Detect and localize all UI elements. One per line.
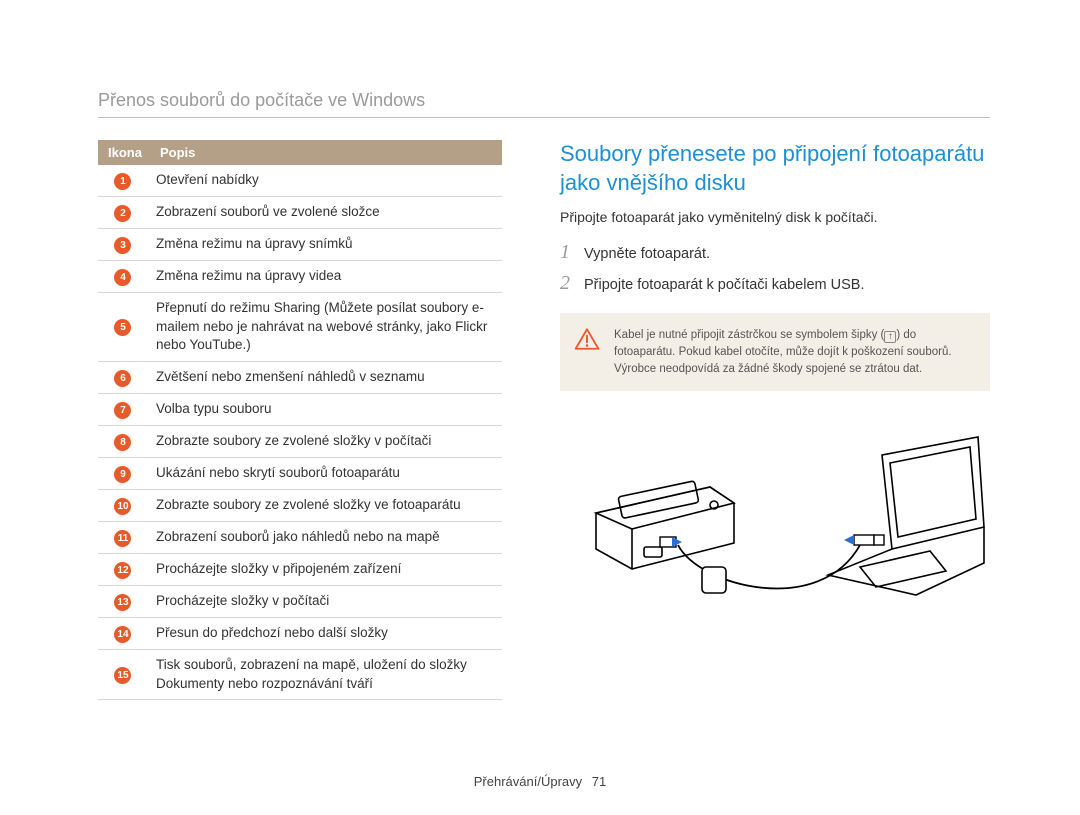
- row-number-cell: 9: [98, 457, 150, 489]
- number-badge-icon: 5: [114, 319, 131, 336]
- th-desc: Popis: [150, 140, 502, 165]
- row-number-cell: 3: [98, 229, 150, 261]
- number-badge-icon: 11: [114, 530, 131, 547]
- row-desc-cell: Zvětšení nebo zmenšení náhledů v seznamu: [150, 361, 502, 393]
- number-badge-icon: 1: [114, 173, 131, 190]
- step-text: Vypněte fotoaparát.: [584, 246, 710, 262]
- row-desc-cell: Přepnutí do režimu Sharing (Můžete posíl…: [150, 293, 502, 362]
- number-badge-icon: 10: [114, 498, 131, 515]
- row-number-cell: 13: [98, 585, 150, 617]
- number-badge-icon: 12: [114, 562, 131, 579]
- row-number-cell: 11: [98, 521, 150, 553]
- step-number: 1: [560, 241, 574, 264]
- table-row: 6 Zvětšení nebo zmenšení náhledů v seznam…: [98, 361, 502, 393]
- row-desc-cell: Zobrazte soubory ze zvolené složky ve fo…: [150, 489, 502, 521]
- table-row: 9 Ukázání nebo skrytí souborů fotoaparátu: [98, 457, 502, 489]
- table-row: 3 Změna režimu na úpravy snímků: [98, 229, 502, 261]
- section-intro: Připojte fotoaparát jako vyměnitelný dis…: [560, 209, 990, 225]
- step-text: Připojte fotoaparát k počítači kabelem U…: [584, 277, 864, 293]
- section-heading: Soubory přenesete po připojení fotoapará…: [560, 140, 990, 197]
- table-row: 8 Zobrazte soubory ze zvolené složky v po…: [98, 425, 502, 457]
- number-badge-icon: 6: [114, 370, 131, 387]
- row-desc-cell: Zobrazení souborů ve zvolené složce: [150, 197, 502, 229]
- row-number-cell: 10: [98, 489, 150, 521]
- table-row: 7 Volba typu souboru: [98, 393, 502, 425]
- row-desc-cell: Procházejte složky v připojeném zařízení: [150, 553, 502, 585]
- list-item: 1 Vypněte fotoaparát.: [560, 241, 990, 264]
- row-desc-cell: Procházejte složky v počítači: [150, 585, 502, 617]
- row-desc-cell: Otevření nabídky: [150, 165, 502, 197]
- number-badge-icon: 2: [114, 205, 131, 222]
- row-desc-cell: Volba typu souboru: [150, 393, 502, 425]
- number-badge-icon: 9: [114, 466, 131, 483]
- page-footer: Přehrávání/Úpravy 71: [0, 774, 1080, 789]
- number-badge-icon: 14: [114, 626, 131, 643]
- icon-description-table: Ikona Popis 1 Otevření nabídky 2 Zobrazení …: [98, 140, 502, 700]
- number-badge-icon: 15: [114, 667, 131, 684]
- table-row: 5 Přepnutí do režimu Sharing (Můžete posí…: [98, 293, 502, 362]
- number-badge-icon: 13: [114, 594, 131, 611]
- right-column: Soubory přenesete po připojení fotoapará…: [560, 140, 990, 700]
- warning-note: Kabel je nutné připojit zástrčkou se sym…: [560, 313, 990, 391]
- table-row: 2 Zobrazení souborů ve zvolené složce: [98, 197, 502, 229]
- table-row: 10 Zobrazte soubory ze zvolené složky ve …: [98, 489, 502, 521]
- row-number-cell: 5: [98, 293, 150, 362]
- table-row: 13 Procházejte složky v počítači: [98, 585, 502, 617]
- table-row: 1 Otevření nabídky: [98, 165, 502, 197]
- row-desc-cell: Změna režimu na úpravy snímků: [150, 229, 502, 261]
- number-badge-icon: 3: [114, 237, 131, 254]
- footer-page-number: 71: [592, 774, 606, 789]
- table-row: 14 Přesun do předchozí nebo další složky: [98, 617, 502, 649]
- list-item: 2 Připojte fotoaparát k počítači kabelem …: [560, 272, 990, 295]
- number-badge-icon: 4: [114, 269, 131, 286]
- warning-text: Kabel je nutné připojit zástrčkou se sym…: [614, 327, 974, 377]
- row-number-cell: 14: [98, 617, 150, 649]
- row-desc-cell: Tisk souborů, zobrazení na mapě, uložení…: [150, 649, 502, 699]
- row-number-cell: 6: [98, 361, 150, 393]
- row-number-cell: 4: [98, 261, 150, 293]
- row-number-cell: 7: [98, 393, 150, 425]
- row-desc-cell: Zobrazení souborů jako náhledů nebo na m…: [150, 521, 502, 553]
- table-row: 12 Procházejte složky v připojeném zaříze…: [98, 553, 502, 585]
- step-number: 2: [560, 272, 574, 295]
- steps-list: 1 Vypněte fotoaparát. 2 Připojte fotoaparát…: [560, 241, 990, 295]
- row-number-cell: 1: [98, 165, 150, 197]
- page-title: Přenos souborů do počítače ve Windows: [98, 90, 990, 118]
- row-desc-cell: Zobrazte soubory ze zvolené složky v poč…: [150, 425, 502, 457]
- row-number-cell: 12: [98, 553, 150, 585]
- row-number-cell: 8: [98, 425, 150, 457]
- left-column: Ikona Popis 1 Otevření nabídky 2 Zobrazení …: [98, 140, 502, 700]
- row-number-cell: 2: [98, 197, 150, 229]
- row-number-cell: 15: [98, 649, 150, 699]
- table-row: 15 Tisk souborů, zobrazení na mapě, ulože…: [98, 649, 502, 699]
- th-icon: Ikona: [98, 140, 150, 165]
- row-desc-cell: Ukázání nebo skrytí souborů fotoaparátu: [150, 457, 502, 489]
- connection-diagram: [560, 417, 990, 622]
- warning-icon: [574, 327, 600, 377]
- number-badge-icon: 8: [114, 434, 131, 451]
- table-row: 4 Změna režimu na úpravy videa: [98, 261, 502, 293]
- row-desc-cell: Změna režimu na úpravy videa: [150, 261, 502, 293]
- number-badge-icon: 7: [114, 402, 131, 419]
- up-arrow-icon: ↑: [884, 331, 896, 343]
- footer-section: Přehrávání/Úpravy: [474, 774, 582, 789]
- table-row: 11 Zobrazení souborů jako náhledů nebo na…: [98, 521, 502, 553]
- row-desc-cell: Přesun do předchozí nebo další složky: [150, 617, 502, 649]
